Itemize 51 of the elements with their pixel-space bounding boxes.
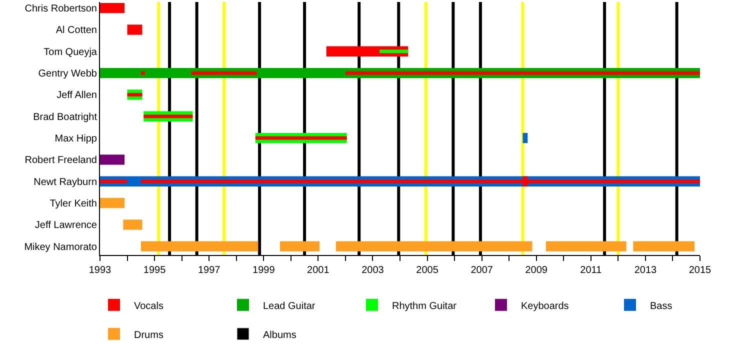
y-tick-label: Tyler Keith	[50, 198, 97, 210]
bar	[522, 132, 528, 144]
bar	[280, 241, 320, 252]
bar	[144, 114, 193, 118]
y-tick-label: Robert Freeland	[24, 155, 97, 166]
legend-label: Drums	[134, 330, 164, 341]
y-tick-label: Newt Rayburn	[34, 176, 97, 188]
bar	[255, 136, 347, 140]
y-tick-label: Tom Queyja	[44, 46, 98, 58]
bar	[100, 198, 125, 208]
bar	[191, 71, 257, 75]
y-tick-label: Gentry Webb	[38, 68, 98, 80]
bar	[127, 92, 142, 96]
x-tick-label: 2005	[416, 265, 439, 276]
y-tick-label: Jeff Allen	[56, 90, 97, 102]
x-tick-label: 2011	[580, 265, 602, 276]
bar	[100, 154, 125, 165]
bar	[633, 241, 695, 252]
y-tick-label: Chris Robertson	[24, 4, 97, 15]
bar	[336, 241, 532, 252]
x-tick-label: 2009	[525, 265, 548, 276]
x-tick-label: 2015	[688, 265, 712, 276]
bar	[140, 180, 700, 184]
x-tick-label: 2013	[634, 265, 658, 276]
legend-label: Keyboards	[521, 300, 569, 312]
bar	[140, 71, 145, 75]
legend-label: Bass	[650, 300, 672, 312]
bar	[380, 50, 408, 54]
legend-label: Rhythm Guitar	[392, 300, 458, 312]
legend-label: Vocals	[134, 300, 164, 312]
y-tick-label: Brad Boatright	[33, 112, 98, 123]
x-tick-label: 2001	[307, 265, 330, 276]
y-tick-label: Jeff Lawrence	[34, 220, 98, 232]
x-tick-label: 1999	[252, 265, 276, 276]
bar	[100, 180, 128, 184]
bar	[345, 71, 700, 75]
x-tick-label: 1997	[198, 265, 221, 276]
x-tick-label: 2007	[470, 265, 494, 276]
bar	[127, 24, 142, 35]
x-tick-label: 1995	[143, 265, 166, 276]
y-tick-label: Max Hipp	[54, 134, 98, 145]
bar	[100, 2, 125, 14]
bar	[546, 241, 626, 252]
bar	[140, 241, 258, 252]
bar	[123, 220, 142, 230]
x-tick-label: 2003	[362, 265, 384, 276]
legend-label: Albums	[263, 330, 296, 341]
x-tick-label: 1993	[88, 265, 112, 276]
legend-label: Lead Guitar	[263, 300, 316, 312]
y-tick-label: Mikey Namorato	[24, 242, 98, 253]
y-tick-label: Al Cotten	[56, 25, 97, 36]
